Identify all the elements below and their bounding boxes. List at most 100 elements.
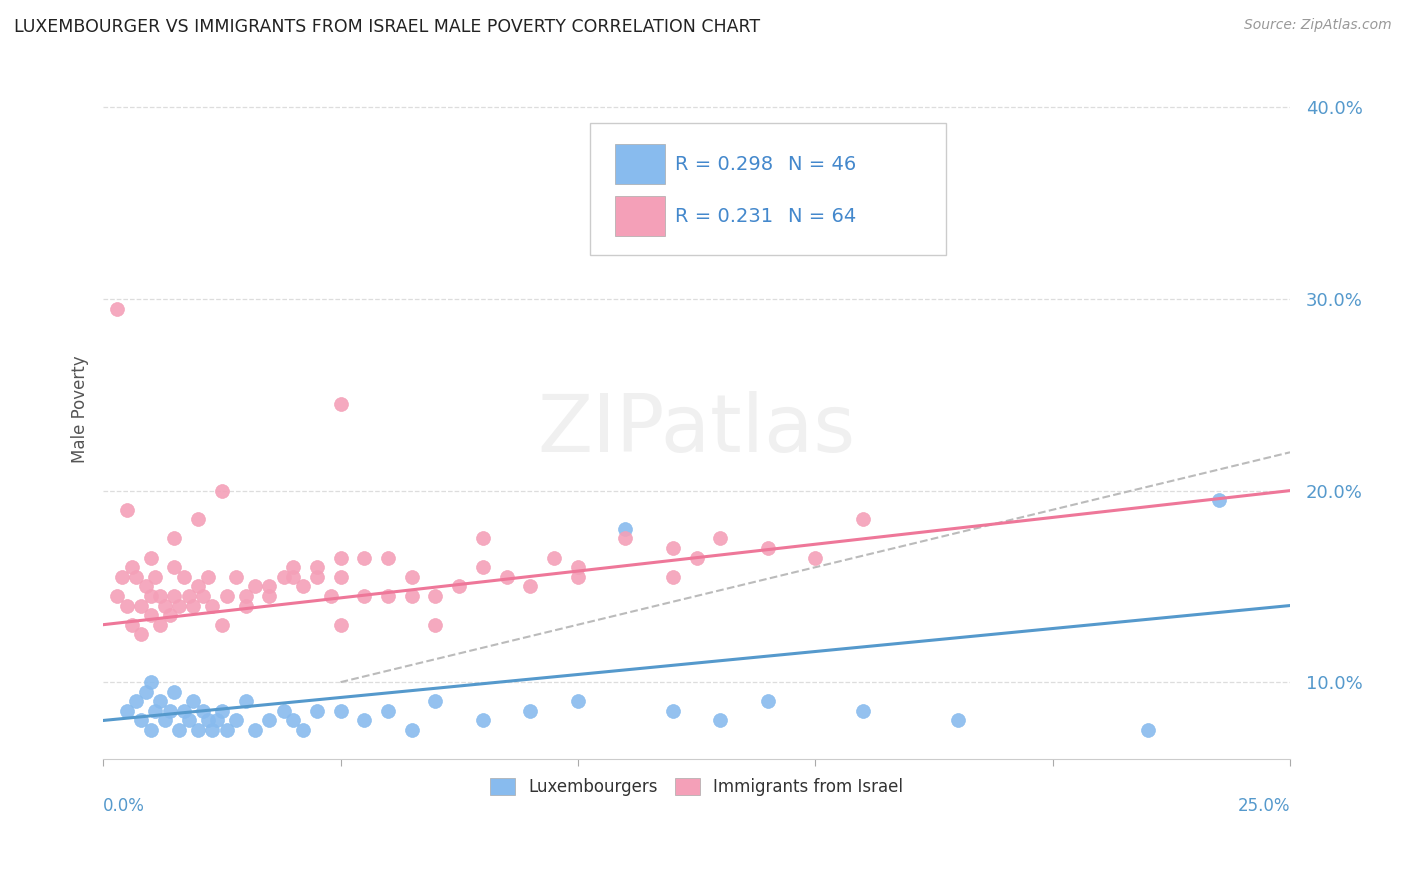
Point [329,397,352,411]
Point [187,579,209,593]
Text: 25.0%: 25.0% [1237,797,1291,815]
Text: R = 0.231: R = 0.231 [675,207,773,226]
Point [163,589,186,603]
Point [662,541,685,555]
Point [471,532,494,546]
Point [105,301,128,316]
Point [353,714,375,728]
Point [401,723,423,737]
Point [149,589,172,603]
Point [259,714,281,728]
Point [187,512,209,526]
Point [125,570,148,584]
FancyBboxPatch shape [589,122,946,255]
Point [852,704,875,718]
Text: R = 0.298: R = 0.298 [675,154,773,174]
Point [401,570,423,584]
FancyBboxPatch shape [614,144,665,184]
Point [139,723,162,737]
Point [215,589,238,603]
Point [167,723,190,737]
Point [143,704,166,718]
Point [495,570,517,584]
Point [187,723,209,737]
Point [329,570,352,584]
Point [201,599,224,613]
Point [449,579,471,593]
Point [173,704,195,718]
Point [614,522,637,536]
Point [756,694,779,708]
Point [143,570,166,584]
Point [115,704,138,718]
Point [235,589,257,603]
Point [305,560,328,574]
Point [377,704,399,718]
Point [519,704,541,718]
Point [163,532,186,546]
Point [163,560,186,574]
Point [215,723,238,737]
Point [177,714,200,728]
Point [401,589,423,603]
Point [183,694,205,708]
Point [471,714,494,728]
Point [804,550,827,565]
Point [235,694,257,708]
Point [1208,493,1230,508]
Point [211,617,233,632]
Point [177,589,200,603]
FancyBboxPatch shape [614,196,665,236]
Point [709,714,731,728]
Point [129,627,152,641]
Point [319,589,342,603]
Point [149,694,172,708]
Text: ZIPatlas: ZIPatlas [537,392,856,469]
Point [163,684,186,698]
Point [159,704,181,718]
Point [125,694,148,708]
Y-axis label: Male Poverty: Male Poverty [72,355,89,463]
Point [305,704,328,718]
Point [662,704,685,718]
Point [197,570,219,584]
Point [353,589,375,603]
Point [211,704,233,718]
Point [139,608,162,623]
Point [135,579,157,593]
Point [235,599,257,613]
Point [243,723,266,737]
Point [614,532,637,546]
Point [291,579,314,593]
Point [471,560,494,574]
Point [685,550,707,565]
Legend: Luxembourgers, Immigrants from Israel: Luxembourgers, Immigrants from Israel [484,772,910,803]
Point [225,570,247,584]
Text: LUXEMBOURGER VS IMMIGRANTS FROM ISRAEL MALE POVERTY CORRELATION CHART: LUXEMBOURGER VS IMMIGRANTS FROM ISRAEL M… [14,18,761,36]
Point [709,532,731,546]
Point [662,570,685,584]
Point [139,550,162,565]
Point [149,617,172,632]
Point [153,599,176,613]
Point [377,550,399,565]
Point [135,684,157,698]
Point [281,714,304,728]
Point [191,704,214,718]
Point [329,617,352,632]
Point [1136,723,1159,737]
Point [425,589,447,603]
Point [201,723,224,737]
Point [139,675,162,690]
Point [305,570,328,584]
Point [167,599,190,613]
Point [567,694,589,708]
Point [115,599,138,613]
Point [191,589,214,603]
Point [205,714,228,728]
Point [211,483,233,498]
Point [129,714,152,728]
Point [273,570,295,584]
Point [281,560,304,574]
Point [121,560,143,574]
